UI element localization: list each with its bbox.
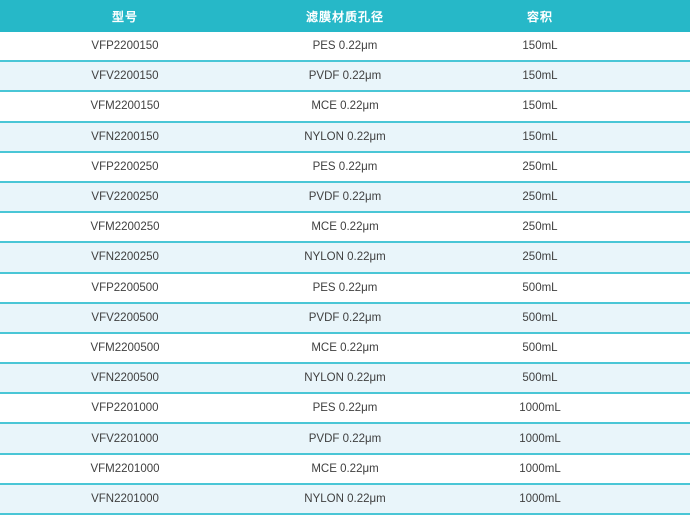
cell-membrane: NYLON 0.22μm <box>304 251 386 264</box>
cell-volume: 150mL <box>522 70 558 83</box>
cell-model: VFM2200250 <box>90 221 160 234</box>
table-row: VFV2200250 PVDF 0.22μm 250mL <box>0 182 690 214</box>
cell-model: VFP2200500 <box>91 281 159 294</box>
cell-model: VFM2200150 <box>90 100 160 113</box>
cell-membrane: PVDF 0.22μm <box>308 191 382 204</box>
cell-model: VFN2201000 <box>91 492 159 505</box>
cell-volume: 500mL <box>522 311 558 324</box>
column-header-membrane: 滤膜材质孔径 <box>305 9 384 24</box>
table-row: VFN2200250 NYLON 0.22μm 250mL <box>0 243 690 274</box>
cell-membrane: MCE 0.22μm <box>311 100 379 113</box>
cell-membrane: NYLON 0.22μm <box>304 492 386 505</box>
cell-membrane: PVDF 0.22μm <box>308 311 382 324</box>
cell-volume: 150mL <box>522 130 558 143</box>
cell-membrane: MCE 0.22μm <box>311 341 379 354</box>
cell-model: VFV2201000 <box>91 432 159 445</box>
cell-volume: 1000mL <box>519 432 561 445</box>
cell-model: VFP2201000 <box>91 402 159 415</box>
cell-model: VFM2200500 <box>90 341 160 354</box>
cell-model: VFV2200500 <box>91 311 159 324</box>
cell-volume: 1000mL <box>519 492 561 505</box>
table-row: VFP2200150 PES 0.22μm 150mL <box>0 32 690 63</box>
cell-volume: 500mL <box>522 372 558 385</box>
table-body: VFP2200150 PES 0.22μm 150mL VFV2200150 PVDF … <box>0 32 690 515</box>
cell-model: VFP2200250 <box>91 160 159 173</box>
cell-volume: 150mL <box>522 100 558 113</box>
cell-volume: 500mL <box>522 341 558 354</box>
table-row: VFP2200500 PES 0.22μm 500mL <box>0 273 690 304</box>
cell-volume: 1000mL <box>519 402 561 415</box>
cell-volume: 1000mL <box>519 462 561 475</box>
table-row: VFV2201000 PVDF 0.22μm 1000mL <box>0 424 690 455</box>
cell-membrane: MCE 0.22μm <box>311 221 379 234</box>
table-row: VFN2200500 NYLON 0.22μm 500mL <box>0 364 690 395</box>
cell-volume: 500mL <box>522 281 558 294</box>
cell-membrane: NYLON 0.22μm <box>304 130 386 143</box>
cell-volume: 250mL <box>522 191 558 204</box>
cell-model: VFN2200150 <box>91 130 159 143</box>
cell-model: VFV2200250 <box>91 191 159 204</box>
cell-volume: 250mL <box>522 221 558 234</box>
table-row: VFV2200150 PVDF 0.22μm 150mL <box>0 62 690 93</box>
cell-model: VFM2201000 <box>90 462 160 475</box>
cell-volume: 150mL <box>522 40 558 53</box>
table-row: VFM2200150 MCE 0.22μm 150mL <box>0 92 690 123</box>
cell-membrane: MCE 0.22μm <box>311 462 379 475</box>
cell-model: VFN2200250 <box>91 251 159 264</box>
cell-model: VFN2200500 <box>91 372 159 385</box>
table-header-row: 型号 滤膜材质孔径 容积 <box>0 0 690 32</box>
cell-volume: 250mL <box>522 251 558 264</box>
table-row: VFN2201000 NYLON 0.22μm 1000mL <box>0 484 690 515</box>
table-bottom-spacer <box>0 515 690 518</box>
column-header-model: 型号 <box>111 9 138 24</box>
table-row: VFM2201000 MCE 0.22μm 1000mL <box>0 454 690 485</box>
cell-membrane: PES 0.22μm <box>312 281 378 294</box>
table-row: VFP2201000 PES 0.22μm 1000mL <box>0 394 690 425</box>
cell-membrane: PES 0.22μm <box>312 40 378 53</box>
cell-membrane: NYLON 0.22μm <box>304 372 386 385</box>
cell-model: VFP2200150 <box>91 40 159 53</box>
table-row: VFM2200500 MCE 0.22μm 500mL <box>0 333 690 365</box>
table-row: VFV2200500 PVDF 0.22μm 500mL <box>0 303 690 334</box>
cell-membrane: PVDF 0.22μm <box>308 70 382 83</box>
cell-volume: 250mL <box>522 160 558 173</box>
table-row: VFP2200250 PES 0.22μm 250mL <box>0 152 690 183</box>
column-header-volume: 容积 <box>526 9 553 24</box>
table-row: VFM2200250 MCE 0.22μm 250mL <box>0 213 690 244</box>
table-row: VFN2200150 NYLON 0.22μm 150mL <box>0 122 690 153</box>
cell-model: VFV2200150 <box>91 70 159 83</box>
cell-membrane: PES 0.22μm <box>312 160 378 173</box>
cell-membrane: PVDF 0.22μm <box>308 432 382 445</box>
cell-membrane: PES 0.22μm <box>312 402 378 415</box>
